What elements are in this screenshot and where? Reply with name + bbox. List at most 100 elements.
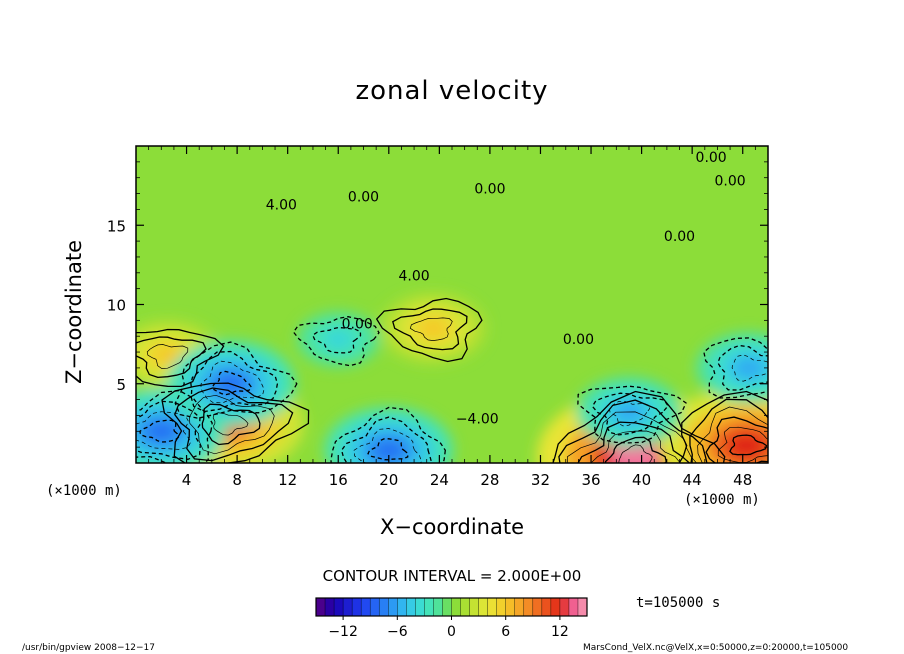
colorbar-cell-28 [568, 598, 579, 616]
contour-label-6: 0.00 [348, 189, 379, 205]
x-tick-label-11: 48 [733, 471, 752, 489]
contour-label-5: 0.00 [474, 182, 505, 198]
contour-line-7-4 [211, 370, 253, 396]
colorbar-cell-6 [370, 598, 380, 616]
colorbar-tick-label-1: −6 [387, 624, 408, 640]
x-tick-label-7: 32 [531, 471, 550, 489]
contour-label-8: 4.00 [398, 269, 429, 285]
contour-line-1-1 [678, 390, 768, 463]
contour-line-4-3 [409, 317, 453, 341]
contour-label-1: 0.00 [714, 174, 745, 190]
contour-label-2: 0.00 [664, 229, 695, 245]
x-axis-label: X−coordinate [380, 515, 524, 539]
x-tick-label-8: 36 [581, 471, 600, 489]
colorbar-cell-14 [442, 598, 452, 616]
contour-line-4-2 [392, 308, 468, 351]
colorbar-cell-23 [523, 598, 534, 616]
contour-line-9-3 [609, 400, 650, 427]
colorbar-cell-27 [559, 598, 570, 616]
colorbar-cell-8 [388, 598, 398, 616]
colorbar-tick-label-4: 12 [551, 624, 569, 640]
field-low-8-3 [735, 358, 763, 377]
contour-interval-label: CONTOUR INTERVAL = 2.000E+00 [322, 567, 582, 585]
colorbar-cell-4 [352, 598, 362, 616]
contour-label-3: 0.00 [563, 332, 594, 348]
contour-line-8-3 [731, 354, 768, 382]
contour-line-6-1 [330, 406, 446, 463]
field-low-5-3 [145, 420, 178, 443]
x-tick-label-1: 8 [232, 471, 242, 489]
contour-line-0-4 [577, 421, 691, 463]
field-low-6-3 [372, 439, 405, 462]
colorbar-cell-16 [460, 598, 471, 616]
contour-line-1-6 [729, 434, 768, 456]
colorbar-tick-label-3: 6 [501, 624, 510, 640]
footer-right-text: MarsCond_VelX.nc@VelX,x=0:50000,z=0:2000… [583, 643, 849, 653]
field-low-10-3 [327, 332, 350, 347]
colorbar-cell-19 [487, 598, 498, 616]
contour-label-7: 4.00 [266, 197, 297, 213]
contour-line-1-4 [705, 416, 768, 463]
colorbar-cell-15 [451, 598, 462, 616]
contour-line-1-3 [697, 406, 768, 463]
contour-line-3-3 [146, 344, 189, 369]
contour-line-7-1 [174, 341, 298, 419]
contour-line-7-2 [190, 350, 279, 413]
footer-left-text: /usr/bin/gpview 2008−12−17 [22, 643, 156, 653]
x-tick-label-5: 24 [430, 471, 449, 489]
contour-line-9-1 [577, 385, 687, 444]
colorbar-cell-10 [406, 598, 416, 616]
colorbar-cell-2 [334, 598, 344, 616]
contour-line-0-2 [558, 399, 708, 463]
colorbar-cell-21 [505, 598, 516, 616]
colorbar-cell-12 [424, 598, 434, 616]
contour-line-6-4 [367, 438, 409, 461]
contour-line-4-1 [375, 297, 483, 363]
contour-line-2-1 [161, 382, 310, 463]
x-tick-label-3: 16 [329, 471, 348, 489]
colorbar-cell-25 [541, 598, 552, 616]
contour-line-8-2 [717, 344, 768, 391]
contour-line-0-5 [590, 430, 681, 463]
colorbar-cell-18 [478, 598, 489, 616]
contour-label-0: 0.00 [696, 150, 727, 166]
contour-line-5-2 [136, 400, 201, 460]
contour-line-3-2 [136, 336, 207, 379]
contour-line-1-5 [717, 426, 768, 463]
contour-line-0-6 [604, 436, 668, 463]
x-tick-label-10: 44 [683, 471, 702, 489]
y-tick-label-2: 15 [107, 217, 126, 235]
field-high-3-3 [154, 346, 182, 365]
y-tick-label-0: 5 [116, 376, 126, 394]
x-tick-label-2: 12 [278, 471, 297, 489]
x-tick-label-0: 4 [182, 471, 192, 489]
colorbar-tick-label-2: 0 [447, 624, 456, 640]
x-tick-label-6: 28 [480, 471, 499, 489]
field-high-1-3 [724, 431, 768, 460]
contour-label-9: −4.00 [456, 411, 499, 427]
colorbar-cell-5 [361, 598, 371, 616]
contour-line-6-3 [353, 428, 423, 463]
contour-line-2-4 [201, 403, 261, 446]
contour-line-5-3 [136, 411, 192, 450]
field-high-4-3 [419, 319, 447, 338]
contour-line-0-3 [566, 411, 697, 463]
contour-line-2-5 [212, 412, 249, 436]
colorbar-cell-17 [469, 598, 480, 616]
contour-line-1-2 [689, 398, 768, 463]
contour-line-2-3 [189, 394, 275, 455]
contour-label-4: 0.00 [342, 316, 373, 332]
x-tick-label-9: 40 [632, 471, 651, 489]
colorbar-cell-7 [379, 598, 389, 616]
contour-line-10-1 [292, 316, 380, 367]
y-tick-label-1: 10 [107, 297, 126, 315]
colorbar-cell-11 [415, 598, 425, 616]
colorbar-cell-22 [514, 598, 525, 616]
contour-line-3-1 [136, 328, 225, 388]
contour-line-10-2 [311, 326, 362, 354]
chart-title: zonal velocity [355, 76, 549, 106]
time-label: t=105000 s [636, 595, 721, 611]
contour-line-2-2 [174, 387, 294, 462]
contour-line-0-7 [618, 444, 653, 463]
colorbar-cell-26 [550, 598, 561, 616]
